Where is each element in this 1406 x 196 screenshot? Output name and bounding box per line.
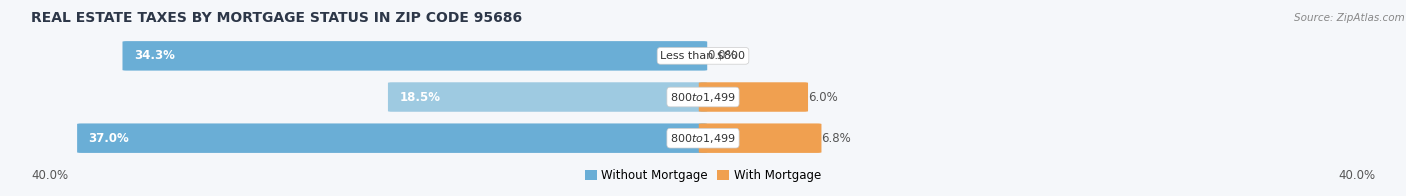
Text: 40.0%: 40.0% xyxy=(1339,169,1375,182)
FancyBboxPatch shape xyxy=(388,82,707,112)
FancyBboxPatch shape xyxy=(699,82,808,112)
Text: 40.0%: 40.0% xyxy=(31,169,67,182)
FancyBboxPatch shape xyxy=(77,123,707,153)
Text: Less than $800: Less than $800 xyxy=(661,51,745,61)
Text: $800 to $1,499: $800 to $1,499 xyxy=(671,91,735,103)
Text: 6.0%: 6.0% xyxy=(808,91,838,103)
Text: 18.5%: 18.5% xyxy=(399,91,440,103)
Text: $800 to $1,499: $800 to $1,499 xyxy=(671,132,735,145)
Text: 0.0%: 0.0% xyxy=(707,49,737,62)
FancyBboxPatch shape xyxy=(122,41,707,71)
Text: REAL ESTATE TAXES BY MORTGAGE STATUS IN ZIP CODE 95686: REAL ESTATE TAXES BY MORTGAGE STATUS IN … xyxy=(31,11,522,25)
Text: 6.8%: 6.8% xyxy=(821,132,851,145)
FancyBboxPatch shape xyxy=(699,123,821,153)
Text: Source: ZipAtlas.com: Source: ZipAtlas.com xyxy=(1294,13,1405,23)
Text: 37.0%: 37.0% xyxy=(89,132,129,145)
Text: 34.3%: 34.3% xyxy=(134,49,174,62)
Legend: Without Mortgage, With Mortgage: Without Mortgage, With Mortgage xyxy=(581,164,825,187)
